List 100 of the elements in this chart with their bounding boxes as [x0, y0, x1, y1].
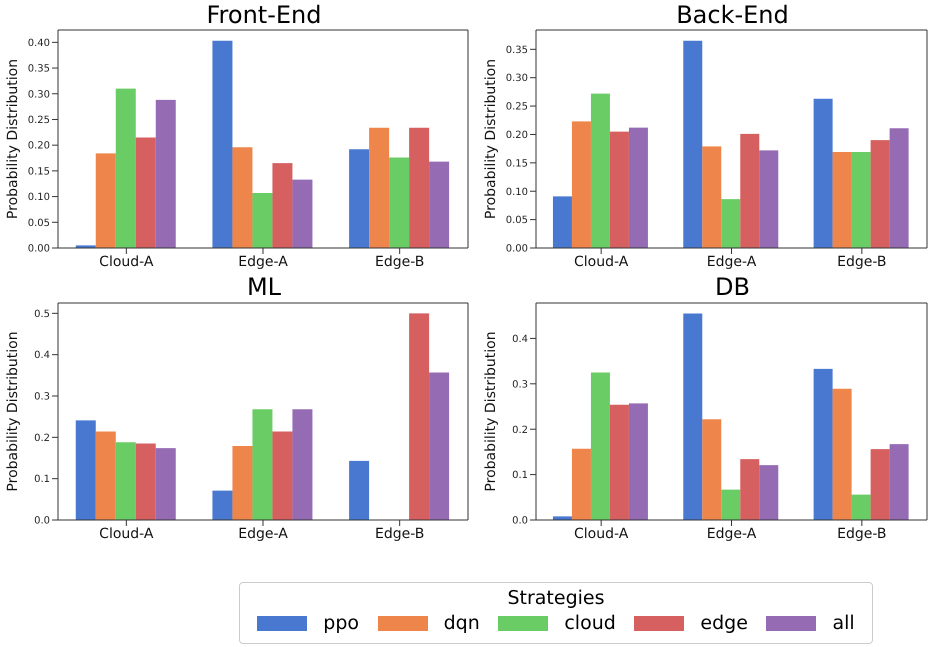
bar — [890, 444, 909, 520]
y-tick-label: 0.20 — [506, 130, 528, 142]
legend-label: edge — [700, 611, 748, 636]
y-tick-label: 0.0 — [34, 516, 50, 527]
chart-title: ML — [246, 272, 282, 302]
bar — [721, 490, 740, 520]
x-tick-label: Edge-A — [706, 254, 757, 270]
bar — [702, 146, 722, 248]
chart-title: DB — [714, 272, 751, 302]
bar — [429, 162, 450, 248]
x-tick-label: Cloud-A — [574, 526, 629, 542]
bar — [232, 446, 252, 520]
y-tick-label: 0.35 — [506, 44, 528, 56]
legend-label: dqn — [444, 611, 480, 636]
bar — [702, 419, 722, 520]
y-tick-label: 0.10 — [28, 192, 50, 204]
bar — [628, 403, 648, 520]
bar — [870, 140, 890, 248]
legend-label: ppo — [323, 611, 360, 636]
y-tick-label: 0.25 — [506, 102, 528, 113]
y-tick-label: 0.40 — [28, 38, 50, 49]
bar — [759, 150, 778, 248]
bar — [212, 490, 232, 520]
legend-label: cloud — [564, 611, 616, 636]
y-tick-label: 0.20 — [28, 140, 50, 152]
y-tick-label: 0.00 — [506, 244, 528, 255]
x-tick-label: Edge-B — [374, 254, 424, 270]
bar — [232, 147, 252, 248]
y-axis-title: Probability Distribution — [482, 58, 499, 220]
bar — [389, 158, 410, 248]
bar — [628, 128, 648, 248]
x-tick-label: Edge-B — [837, 526, 887, 542]
bar — [156, 448, 176, 520]
x-tick-label: Cloud-A — [99, 254, 154, 270]
bar — [870, 449, 890, 520]
y-axis-title: Probability Distribution — [4, 58, 21, 220]
y-tick-label: 0.10 — [506, 186, 528, 198]
bar — [590, 372, 610, 520]
x-tick-label: Edge-A — [706, 526, 757, 542]
bar — [136, 137, 156, 248]
bar — [832, 152, 852, 248]
y-axis-title: Probability Distribution — [482, 331, 499, 492]
y-tick-label: 0.05 — [28, 218, 50, 229]
x-tick-label: Cloud-A — [99, 526, 154, 542]
bar — [116, 442, 136, 520]
legend-title: Strategies — [506, 586, 606, 610]
bar — [814, 368, 833, 520]
bar — [252, 192, 272, 248]
bar — [552, 196, 572, 248]
bar — [156, 100, 176, 248]
bar — [740, 459, 760, 520]
bar — [683, 313, 702, 520]
chart-title: Front-End — [206, 0, 322, 30]
y-tick-label: 0.2 — [34, 432, 50, 444]
bar — [349, 460, 370, 520]
bar — [814, 98, 833, 248]
y-tick-label: 0.30 — [506, 73, 528, 84]
bar — [852, 152, 871, 248]
bar — [890, 128, 909, 248]
y-tick-label: 0.1 — [512, 470, 528, 482]
x-tick-label: Edge-A — [238, 526, 288, 542]
y-tick-label: 0.0 — [512, 516, 528, 527]
y-tick-label: 0.3 — [512, 379, 528, 390]
y-tick-label: 0.4 — [34, 350, 50, 362]
bar — [96, 153, 116, 248]
bar — [572, 121, 591, 248]
bar — [96, 432, 116, 520]
bar — [369, 128, 390, 248]
bar — [349, 149, 370, 248]
bar — [572, 448, 591, 520]
bar — [429, 372, 450, 520]
y-tick-label: 0.5 — [34, 308, 50, 320]
bar — [590, 94, 610, 248]
bar — [292, 409, 312, 520]
bar — [136, 444, 156, 520]
legend-label: all — [832, 611, 855, 636]
y-tick-label: 0.15 — [28, 166, 50, 178]
bar — [852, 494, 871, 520]
y-tick-label: 0.00 — [28, 244, 50, 255]
bar — [832, 388, 852, 520]
bar — [272, 163, 292, 248]
y-tick-label: 0.2 — [512, 424, 528, 436]
y-tick-label: 0.05 — [506, 215, 528, 226]
x-tick-label: Edge-B — [837, 254, 887, 270]
bar — [409, 128, 430, 248]
y-tick-label: 0.35 — [28, 64, 50, 75]
x-tick-label: Edge-B — [374, 526, 424, 542]
y-tick-label: 0.4 — [512, 334, 528, 345]
y-tick-label: 0.3 — [34, 392, 50, 403]
y-tick-label: 0.30 — [28, 89, 50, 100]
x-tick-label: Edge-A — [238, 254, 288, 270]
y-tick-label: 0.15 — [506, 158, 528, 170]
bar — [683, 40, 702, 248]
bar — [252, 409, 272, 520]
bar — [212, 40, 232, 248]
y-axis-title: Probability Distribution — [4, 331, 21, 492]
bar — [610, 132, 629, 248]
bar — [721, 199, 740, 248]
bar — [76, 420, 96, 520]
bar — [610, 404, 629, 520]
